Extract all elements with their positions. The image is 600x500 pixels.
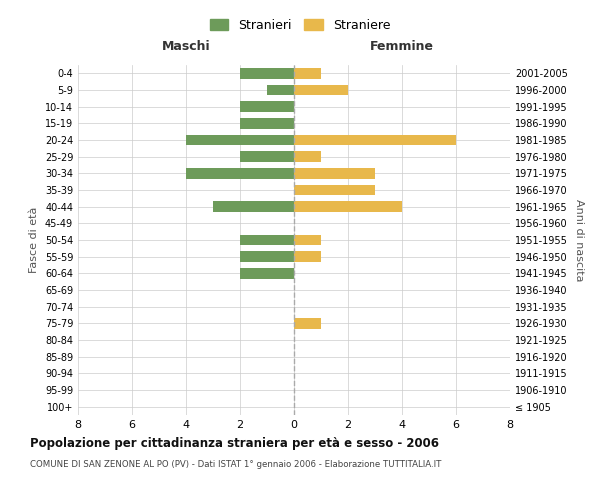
Bar bbox=[294, 151, 321, 162]
Bar bbox=[294, 184, 375, 196]
Bar bbox=[294, 201, 402, 212]
Text: Femmine: Femmine bbox=[370, 40, 434, 54]
Bar bbox=[240, 234, 294, 246]
Bar bbox=[240, 101, 294, 112]
Bar bbox=[240, 268, 294, 279]
Bar bbox=[294, 234, 321, 246]
Bar bbox=[294, 251, 321, 262]
Bar bbox=[213, 201, 294, 212]
Y-axis label: Fasce di età: Fasce di età bbox=[29, 207, 39, 273]
Legend: Stranieri, Straniere: Stranieri, Straniere bbox=[205, 14, 395, 37]
Bar bbox=[294, 68, 321, 78]
Y-axis label: Anni di nascita: Anni di nascita bbox=[574, 198, 584, 281]
Bar bbox=[240, 68, 294, 78]
Text: Maschi: Maschi bbox=[161, 40, 211, 54]
Text: COMUNE DI SAN ZENONE AL PO (PV) - Dati ISTAT 1° gennaio 2006 - Elaborazione TUTT: COMUNE DI SAN ZENONE AL PO (PV) - Dati I… bbox=[30, 460, 442, 469]
Bar bbox=[240, 118, 294, 128]
Text: Popolazione per cittadinanza straniera per età e sesso - 2006: Popolazione per cittadinanza straniera p… bbox=[30, 438, 439, 450]
Bar bbox=[240, 151, 294, 162]
Bar bbox=[294, 168, 375, 179]
Bar bbox=[294, 134, 456, 145]
Bar bbox=[240, 251, 294, 262]
Bar bbox=[294, 84, 348, 96]
Bar bbox=[186, 134, 294, 145]
Bar bbox=[294, 318, 321, 329]
Bar bbox=[267, 84, 294, 96]
Bar bbox=[186, 168, 294, 179]
